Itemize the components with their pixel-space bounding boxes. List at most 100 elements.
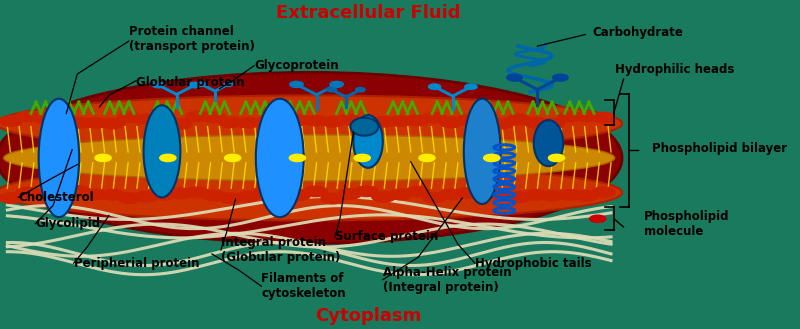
- Circle shape: [354, 154, 370, 162]
- Text: Integral protein
(Globular protein): Integral protein (Globular protein): [221, 236, 340, 264]
- Circle shape: [169, 119, 192, 129]
- Circle shape: [84, 189, 107, 200]
- Text: Cytoplasm: Cytoplasm: [315, 307, 422, 325]
- Text: Extracellular Fluid: Extracellular Fluid: [276, 4, 460, 22]
- Ellipse shape: [0, 72, 622, 243]
- Text: Glycoprotein: Glycoprotein: [254, 59, 338, 72]
- Circle shape: [330, 81, 343, 88]
- Circle shape: [549, 154, 565, 162]
- Circle shape: [254, 186, 277, 197]
- Circle shape: [321, 116, 345, 127]
- Circle shape: [422, 113, 446, 123]
- Ellipse shape: [0, 164, 622, 220]
- Circle shape: [590, 215, 606, 222]
- Text: Phospholipid bilayer: Phospholipid bilayer: [651, 141, 786, 155]
- Circle shape: [558, 190, 582, 200]
- Text: Carbohydrate: Carbohydrate: [593, 26, 683, 39]
- Circle shape: [372, 191, 395, 202]
- Circle shape: [439, 117, 463, 128]
- Text: Hydrophobic tails: Hydrophobic tails: [475, 257, 591, 270]
- Circle shape: [186, 187, 209, 198]
- Ellipse shape: [256, 99, 304, 217]
- Text: Phospholipid
molecule: Phospholipid molecule: [644, 210, 730, 238]
- Circle shape: [219, 117, 243, 128]
- Circle shape: [95, 154, 111, 162]
- Ellipse shape: [38, 99, 79, 217]
- Ellipse shape: [534, 120, 563, 166]
- Circle shape: [389, 116, 412, 126]
- Circle shape: [202, 112, 226, 123]
- Circle shape: [225, 154, 241, 162]
- Circle shape: [152, 113, 175, 124]
- Ellipse shape: [354, 115, 383, 168]
- Ellipse shape: [4, 135, 614, 181]
- Circle shape: [592, 187, 615, 197]
- Circle shape: [507, 192, 530, 202]
- Text: Surface protein: Surface protein: [335, 230, 438, 243]
- Circle shape: [219, 193, 243, 203]
- Text: Protein channel
(transport protein): Protein channel (transport protein): [129, 25, 254, 54]
- Circle shape: [152, 190, 175, 200]
- Circle shape: [406, 186, 429, 197]
- Circle shape: [507, 114, 530, 124]
- Circle shape: [406, 115, 429, 126]
- Circle shape: [152, 82, 165, 88]
- Circle shape: [118, 193, 142, 203]
- Circle shape: [236, 191, 260, 202]
- Circle shape: [592, 113, 615, 123]
- Circle shape: [372, 116, 395, 127]
- Circle shape: [541, 190, 565, 201]
- Text: Alpha-Helix protein
(Integral protein): Alpha-Helix protein (Integral protein): [383, 266, 511, 294]
- Circle shape: [287, 190, 310, 200]
- Circle shape: [270, 192, 294, 202]
- Circle shape: [67, 117, 90, 128]
- Text: Cholesterol: Cholesterol: [18, 191, 94, 204]
- Circle shape: [290, 81, 303, 88]
- Circle shape: [457, 115, 480, 125]
- Circle shape: [484, 154, 500, 162]
- Circle shape: [355, 186, 378, 196]
- Circle shape: [304, 186, 327, 197]
- Circle shape: [541, 118, 565, 129]
- Ellipse shape: [464, 99, 501, 204]
- Circle shape: [419, 154, 435, 162]
- Ellipse shape: [0, 95, 622, 151]
- Circle shape: [355, 88, 366, 92]
- Circle shape: [134, 191, 158, 202]
- Circle shape: [84, 117, 107, 128]
- Circle shape: [465, 84, 477, 89]
- Circle shape: [254, 117, 277, 128]
- Circle shape: [439, 189, 463, 200]
- Circle shape: [169, 188, 192, 199]
- Circle shape: [160, 154, 176, 162]
- Text: Globular protein: Globular protein: [136, 76, 245, 89]
- Circle shape: [16, 187, 40, 198]
- Circle shape: [355, 118, 378, 128]
- Circle shape: [189, 82, 201, 88]
- Circle shape: [134, 114, 158, 125]
- Circle shape: [50, 188, 74, 198]
- Ellipse shape: [143, 105, 180, 197]
- Circle shape: [33, 190, 57, 200]
- Circle shape: [506, 74, 522, 81]
- Circle shape: [186, 111, 209, 122]
- Text: Filaments of
cytoskeleton: Filaments of cytoskeleton: [262, 272, 346, 300]
- Circle shape: [202, 190, 226, 201]
- Circle shape: [490, 190, 514, 200]
- Circle shape: [429, 84, 441, 89]
- Circle shape: [236, 117, 260, 128]
- Circle shape: [524, 190, 548, 200]
- Circle shape: [474, 114, 497, 125]
- Circle shape: [524, 117, 548, 128]
- Circle shape: [457, 188, 480, 198]
- Ellipse shape: [350, 118, 378, 136]
- Circle shape: [389, 189, 412, 200]
- Circle shape: [0, 193, 23, 203]
- Text: Glycolipid: Glycolipid: [35, 217, 101, 230]
- Circle shape: [224, 82, 233, 86]
- Circle shape: [287, 114, 310, 125]
- Circle shape: [338, 189, 362, 199]
- Circle shape: [575, 111, 598, 122]
- Circle shape: [101, 118, 125, 129]
- Circle shape: [326, 88, 337, 92]
